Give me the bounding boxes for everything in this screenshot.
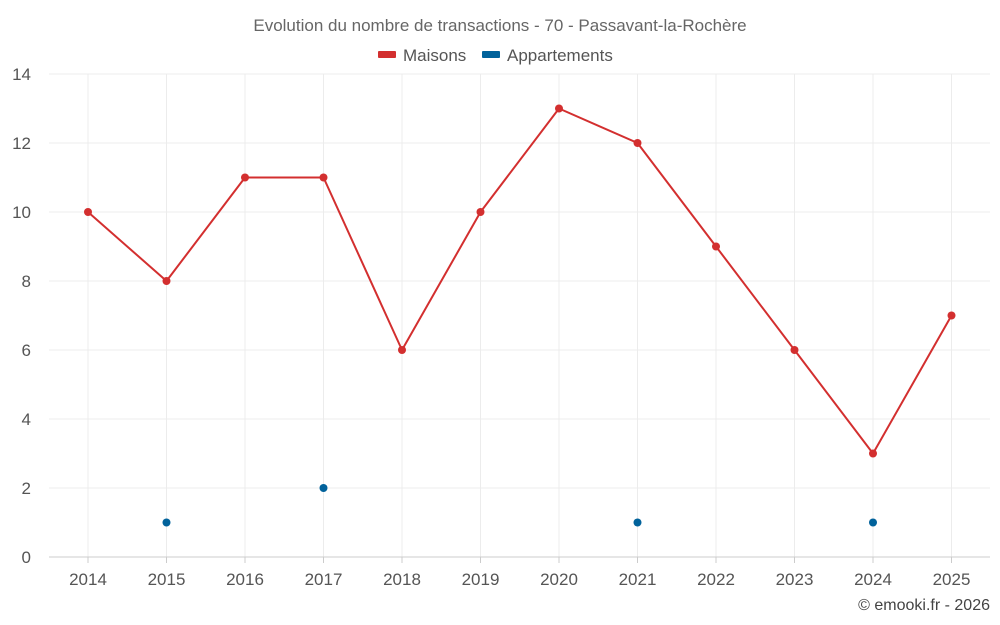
legend-item-appartements[interactable]: Appartements bbox=[482, 46, 613, 65]
legend-swatch-appartements bbox=[482, 51, 500, 58]
data-point-appartements[interactable] bbox=[319, 484, 328, 492]
x-tick-label: 2023 bbox=[776, 570, 814, 589]
data-point-appartements[interactable] bbox=[633, 518, 642, 527]
x-tick-label: 2018 bbox=[383, 570, 421, 589]
x-tick-label: 2016 bbox=[226, 570, 264, 589]
x-tick-label: 2020 bbox=[540, 570, 578, 589]
x-tick-label: 2015 bbox=[148, 570, 186, 589]
data-point-maisons[interactable] bbox=[712, 242, 720, 251]
y-tick-label: 2 bbox=[22, 479, 31, 498]
data-point-appartements[interactable] bbox=[869, 518, 877, 527]
data-point-maisons[interactable] bbox=[869, 449, 877, 458]
axes: 0 2 4 6 8 10 12 14 2014 2015 2016 2017 2018 2019 2020 2… bbox=[12, 65, 990, 589]
x-tick-label: 2025 bbox=[933, 570, 971, 589]
data-point-maisons[interactable] bbox=[319, 173, 328, 182]
legend-label-appartements: Appartements bbox=[507, 46, 613, 65]
data-point-maisons[interactable] bbox=[555, 104, 563, 113]
data-point-maisons[interactable] bbox=[476, 208, 485, 216]
series-line-maisons bbox=[87, 107, 953, 455]
data-point-maisons[interactable] bbox=[947, 311, 956, 320]
y-tick-label: 8 bbox=[22, 272, 31, 291]
chart-title: Evolution du nombre de transactions - 70… bbox=[253, 16, 746, 35]
y-tick-label: 0 bbox=[22, 548, 31, 567]
x-tick-label: 2014 bbox=[69, 570, 107, 589]
data-point-maisons[interactable] bbox=[84, 208, 92, 216]
data-point-appartements[interactable] bbox=[162, 518, 171, 527]
data-point-maisons[interactable] bbox=[162, 277, 171, 285]
grid bbox=[49, 73, 990, 557]
legend-label-maisons: Maisons bbox=[403, 46, 466, 65]
legend-swatch-maisons bbox=[378, 51, 396, 58]
x-tick-label: 2017 bbox=[305, 570, 343, 589]
data-point-maisons[interactable] bbox=[241, 173, 249, 182]
data-point-maisons[interactable] bbox=[790, 346, 799, 354]
x-tick-label: 2021 bbox=[619, 570, 657, 589]
legend: Maisons Appartements bbox=[378, 46, 613, 65]
y-tick-label: 4 bbox=[22, 410, 31, 429]
y-tick-label: 6 bbox=[22, 341, 31, 360]
legend-item-maisons[interactable]: Maisons bbox=[378, 46, 466, 65]
y-tick-label: 14 bbox=[12, 65, 31, 84]
credit-text: © emooki.fr - 2026 bbox=[858, 597, 990, 614]
x-tick-label: 2022 bbox=[697, 570, 735, 589]
data-point-maisons[interactable] bbox=[633, 139, 642, 147]
y-tick-label: 10 bbox=[12, 203, 31, 222]
series-layer bbox=[84, 104, 956, 527]
x-tick-label: 2024 bbox=[854, 570, 892, 589]
y-tick-label: 12 bbox=[12, 134, 31, 153]
x-tick-label: 2019 bbox=[462, 570, 500, 589]
data-point-maisons[interactable] bbox=[398, 346, 406, 354]
